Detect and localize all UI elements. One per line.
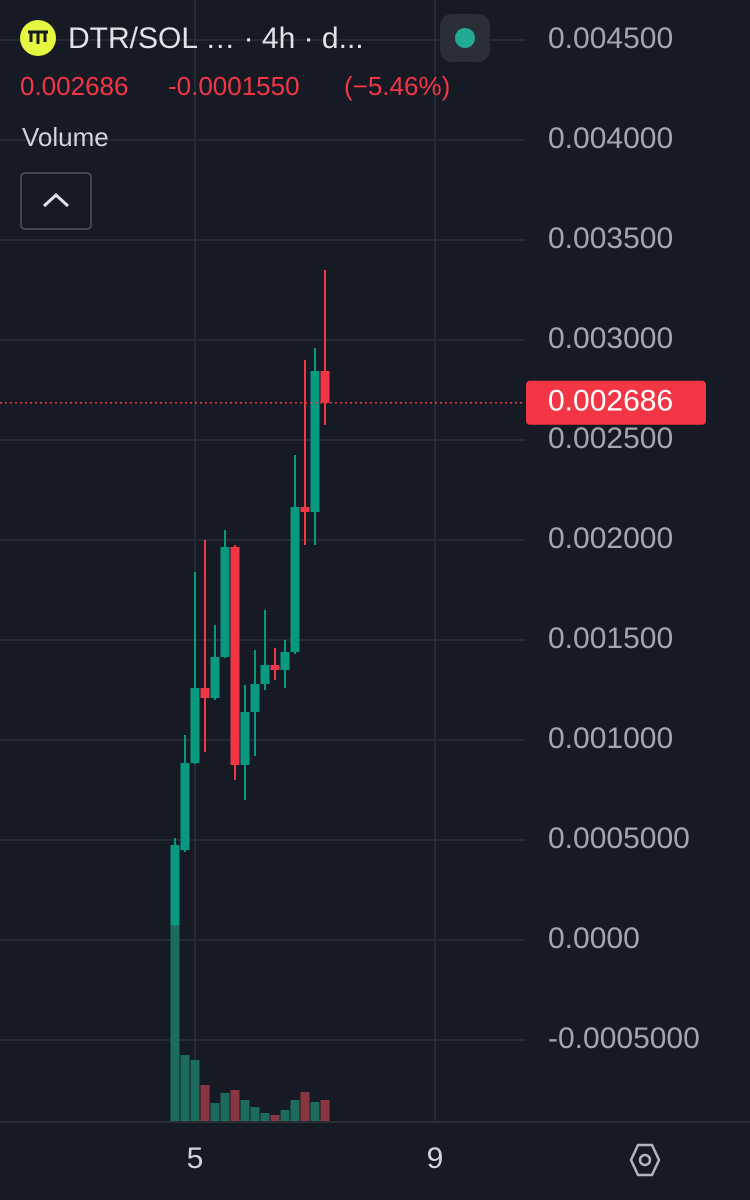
candle-body — [240, 712, 250, 765]
y-tick-label: 0.003000 — [548, 322, 673, 355]
settings-icon-center — [638, 1153, 652, 1167]
chevron-icon — [42, 192, 70, 208]
volume-bar — [190, 1060, 200, 1122]
volume-bar — [320, 1100, 330, 1122]
candle-body — [170, 845, 180, 925]
marks — [170, 270, 330, 1122]
candle-body — [190, 688, 200, 763]
candle-body — [250, 684, 260, 712]
candle-body — [320, 371, 330, 403]
candle-body — [280, 652, 290, 670]
y-tick-label: 0.002000 — [548, 522, 673, 555]
candle-body — [200, 688, 210, 698]
y-tick-label: 0.0000 — [548, 922, 640, 955]
y-tick-label: 0.004000 — [548, 122, 673, 155]
volume-bar — [290, 1100, 300, 1122]
candle-body — [180, 763, 190, 850]
grid — [0, 0, 525, 1122]
symbol-title[interactable]: DTR/SOL … · 4h · d... — [68, 22, 364, 55]
price-change: -0.0001550 — [168, 71, 300, 101]
collapse-button[interactable] — [20, 172, 92, 230]
x-tick-label: 5 — [187, 1142, 204, 1175]
y-tick-label: 0.002500 — [548, 422, 673, 455]
candle-body — [220, 547, 230, 657]
candle-body — [260, 665, 270, 684]
candle-body — [230, 547, 240, 765]
volume-bar — [260, 1113, 270, 1122]
volume-bar — [240, 1100, 250, 1122]
volume-bar — [170, 925, 180, 1122]
status-dot — [455, 28, 475, 48]
volume-bar — [200, 1085, 210, 1122]
overlay: 0.002686 — [0, 380, 706, 425]
volume-bar — [280, 1110, 290, 1122]
y-tick-label: 0.001500 — [548, 622, 673, 655]
volume-bar — [310, 1102, 320, 1122]
candle-body — [210, 657, 220, 698]
volume-bar — [230, 1090, 240, 1122]
y-tick-label: 0.0005000 — [548, 822, 690, 855]
volume-bar — [300, 1092, 310, 1122]
candle-body — [270, 665, 280, 670]
candle-body — [310, 371, 320, 512]
volume-bar — [220, 1093, 230, 1122]
logo-glyph — [28, 30, 48, 44]
candle-body — [300, 507, 310, 512]
last-price-badge — [526, 380, 706, 425]
y-tick-label: 0.001000 — [548, 722, 673, 755]
volume-bar — [250, 1107, 260, 1122]
volume-bar — [270, 1115, 280, 1122]
volume-bar — [180, 1055, 190, 1122]
price-change-percent: (−5.46%) — [344, 71, 450, 101]
x-tick-label: 9 — [427, 1142, 444, 1175]
last-price-label: 0.002686 — [548, 385, 673, 418]
y-tick-label: -0.0005000 — [548, 1022, 700, 1055]
last-price: 0.002686 — [20, 71, 128, 101]
volume-bar — [210, 1103, 220, 1122]
settings-icon[interactable] — [629, 1143, 661, 1177]
y-tick-label: 0.003500 — [548, 222, 673, 255]
y-tick-label: 0.004500 — [548, 22, 673, 55]
candle-body — [290, 507, 300, 652]
pane-label: Volume — [22, 122, 109, 152]
